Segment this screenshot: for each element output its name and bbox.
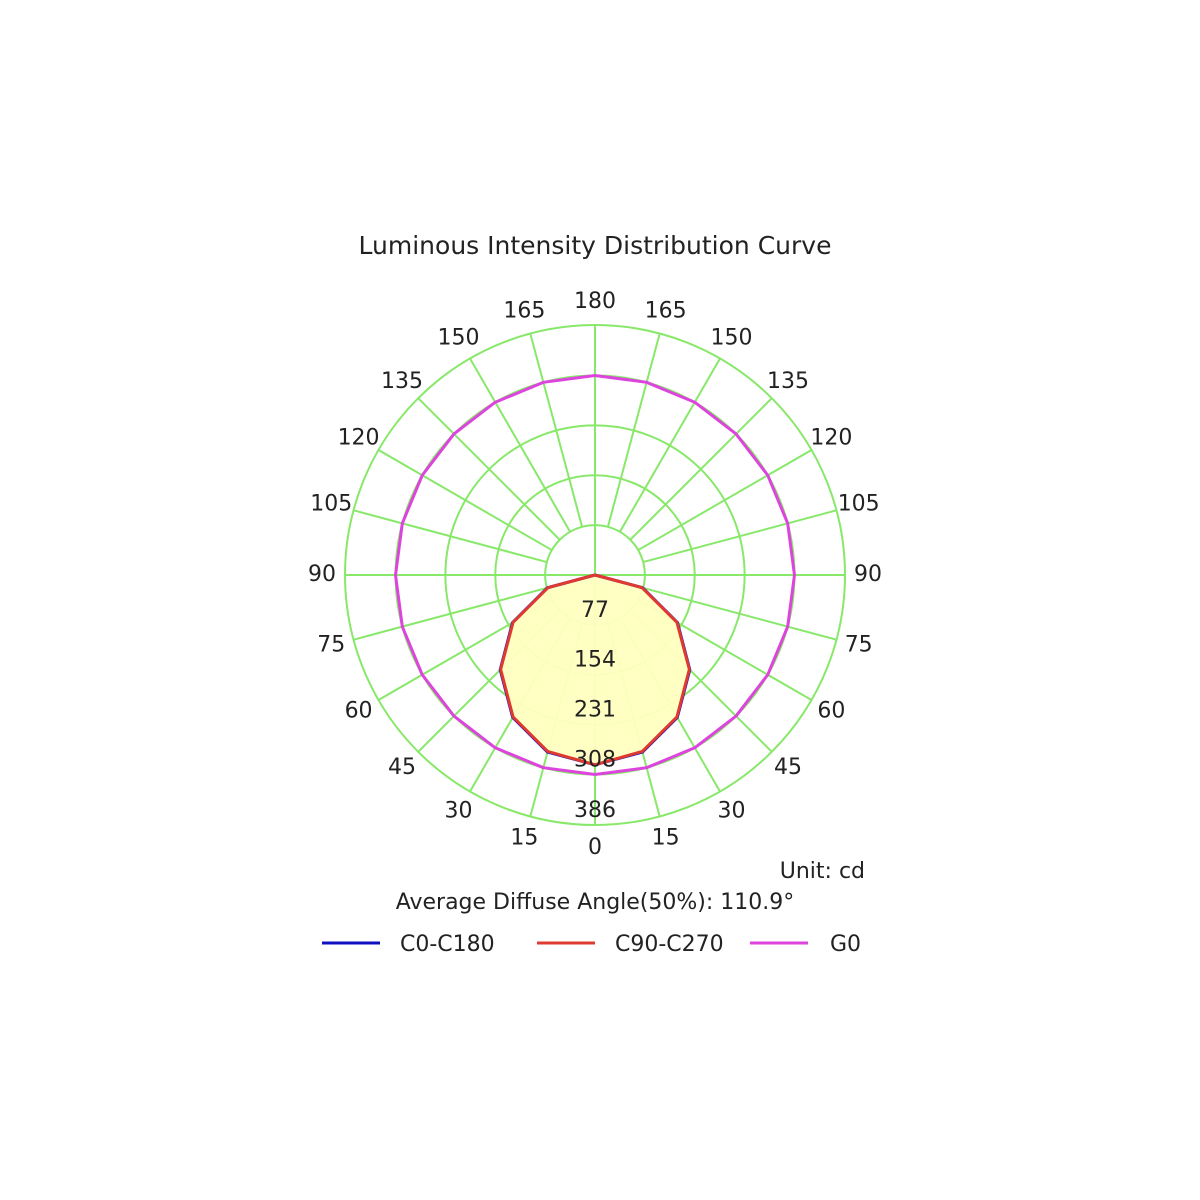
ring-label: 308 bbox=[574, 747, 616, 772]
angle-label: 90 bbox=[854, 562, 882, 587]
curves bbox=[394, 374, 796, 776]
angle-label: 15 bbox=[652, 826, 680, 851]
diffuse-angle-note: Average Diffuse Angle(50%): 110.9° bbox=[396, 890, 795, 915]
intensity-curve bbox=[394, 374, 596, 776]
legend-label: G0 bbox=[830, 932, 861, 957]
angle-label: 0 bbox=[588, 835, 602, 860]
chart-title: Luminous Intensity Distribution Curve bbox=[359, 231, 832, 260]
angle-label: 90 bbox=[308, 562, 336, 587]
angle-label: 30 bbox=[718, 798, 746, 823]
angle-label: 120 bbox=[810, 426, 852, 451]
angle-label: 45 bbox=[774, 755, 802, 780]
angle-label: 120 bbox=[338, 426, 380, 451]
curve-fill bbox=[500, 575, 690, 765]
ring-label: 154 bbox=[574, 648, 616, 673]
angle-label: 60 bbox=[817, 699, 845, 724]
angle-label: 30 bbox=[445, 798, 473, 823]
angle-label: 135 bbox=[767, 369, 809, 394]
ring-grid-line bbox=[344, 324, 846, 826]
unit-note: Unit: cd bbox=[780, 859, 865, 884]
ring-label: 386 bbox=[574, 798, 616, 823]
intensity-curve bbox=[594, 573, 691, 767]
angle-label: 105 bbox=[838, 491, 880, 516]
angle-label: 60 bbox=[345, 699, 373, 724]
angle-label: 150 bbox=[438, 326, 480, 351]
ring-label: 77 bbox=[581, 598, 609, 623]
intensity-curve bbox=[594, 374, 796, 776]
angle-label: 75 bbox=[845, 633, 873, 658]
angle-label: 15 bbox=[510, 826, 538, 851]
angle-label: 75 bbox=[317, 633, 345, 658]
angle-label: 45 bbox=[388, 755, 416, 780]
angle-label: 105 bbox=[310, 491, 352, 516]
angle-label: 135 bbox=[381, 369, 423, 394]
ring-label: 231 bbox=[574, 698, 616, 723]
legend-label: C90-C270 bbox=[615, 932, 724, 957]
angle-label: 165 bbox=[503, 298, 545, 323]
fills bbox=[500, 575, 690, 765]
legend-label: C0-C180 bbox=[400, 932, 495, 957]
angle-label: 150 bbox=[711, 326, 753, 351]
angle-label: 165 bbox=[645, 298, 687, 323]
angle-label: 180 bbox=[574, 289, 616, 314]
intensity-curve bbox=[499, 573, 596, 767]
